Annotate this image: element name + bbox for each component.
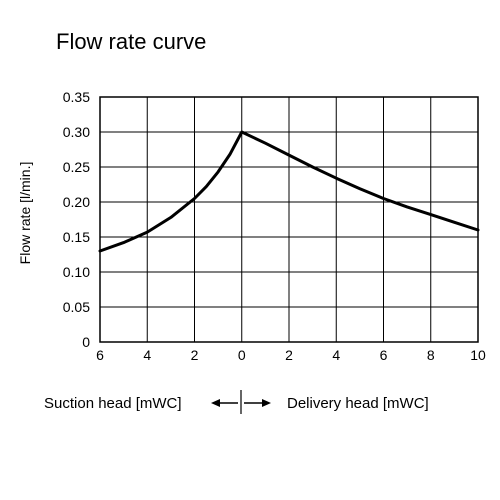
y-tick-label: 0.20: [63, 194, 90, 210]
y-tick-label: 0.35: [63, 89, 90, 105]
left-arrow-icon: [211, 399, 220, 407]
y-tick-label: 0.25: [63, 159, 90, 175]
plot-border: [99, 96, 479, 343]
y-tick-label: 0: [82, 334, 90, 350]
y-axis-label: Flow rate [l/min.]: [17, 162, 33, 265]
flow-rate-curve: [98, 130, 480, 253]
direction-arrows: [211, 390, 271, 414]
x-tick-label: 4: [332, 347, 340, 363]
plot-frame: [99, 96, 479, 343]
x-tick-label: 10: [470, 347, 486, 363]
suction-head-label: Suction head [mWC]: [44, 395, 182, 412]
x-tick-label: 0: [238, 347, 246, 363]
delivery-head-label: Delivery head [mWC]: [287, 395, 429, 412]
x-tick-label: 8: [427, 347, 435, 363]
y-tick-label: 0.10: [63, 264, 90, 280]
x-tick-label: 2: [191, 347, 199, 363]
x-tick-label: 6: [96, 347, 104, 363]
x-tick-label: 6: [380, 347, 388, 363]
grid: [100, 97, 478, 342]
y-tick-label: 0.05: [63, 299, 90, 315]
x-tick-label: 4: [143, 347, 151, 363]
right-arrow-icon: [262, 399, 271, 407]
y-tick-label: 0.30: [63, 124, 90, 140]
series-layer: [98, 130, 480, 253]
x-tick-label: 2: [285, 347, 293, 363]
tick-labels: 6 4 2 0 2 4 6 8 10 0 0.05 0.10 0.15 0.20 0.25 0.30 0.35: [63, 89, 486, 363]
chart-title: Flow rate curve: [56, 29, 207, 54]
y-tick-label: 0.15: [63, 229, 90, 245]
